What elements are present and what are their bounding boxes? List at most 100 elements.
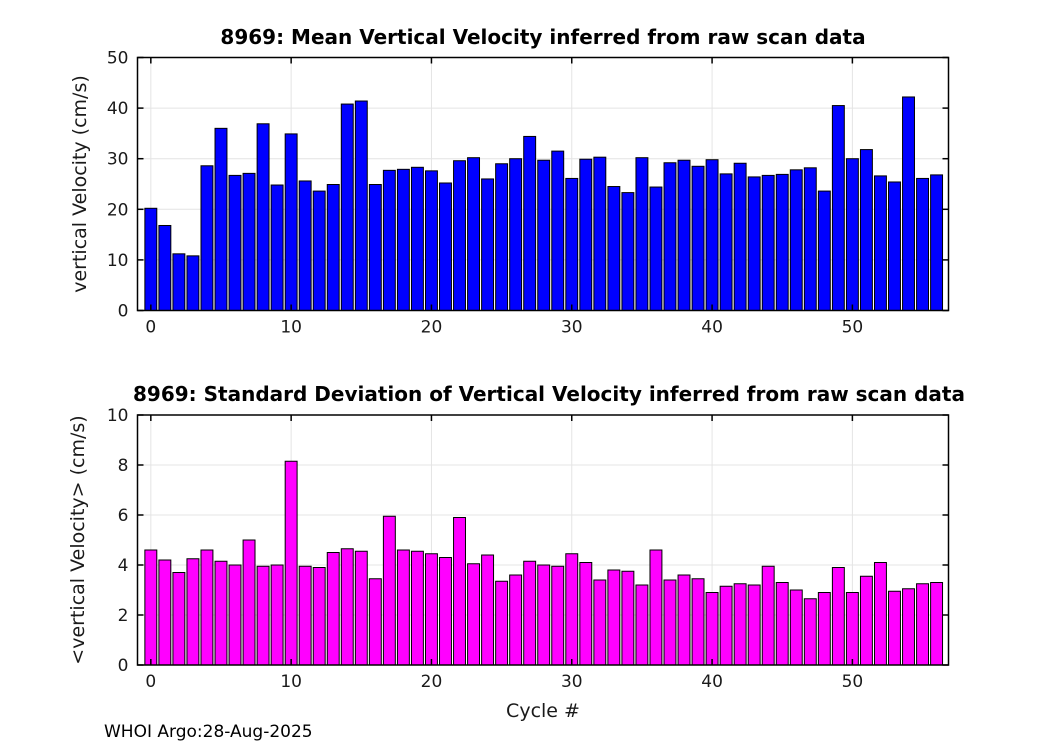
bar-cycle-18 — [396, 168, 410, 311]
y-tick-label: 0 — [118, 656, 129, 676]
x-tick-label: 50 — [842, 672, 864, 692]
bottom-chart-y-axis-label: <vertical Velocity> (cm/s) — [67, 415, 89, 665]
bar-cycle-4 — [200, 165, 214, 311]
bar-cycle-21 — [439, 557, 452, 666]
x-tick-label: 50 — [842, 318, 864, 338]
x-tick-label: 30 — [561, 318, 583, 338]
x-tick-label: 10 — [280, 672, 302, 692]
x-tick-label: 10 — [280, 318, 302, 338]
bar-cycle-10 — [284, 460, 298, 666]
bar-cycle-20 — [424, 553, 438, 666]
bar-cycle-41 — [719, 173, 733, 311]
bar-cycle-31 — [579, 562, 593, 666]
bar-cycle-32 — [593, 156, 607, 311]
bar-cycle-4 — [200, 549, 214, 666]
bar-cycle-38 — [677, 574, 691, 666]
bar-cycle-30 — [565, 553, 579, 666]
bar-cycle-7 — [242, 539, 256, 666]
bar-cycle-14 — [340, 548, 354, 666]
bar-cycle-11 — [298, 565, 312, 666]
bar-cycle-53 — [888, 590, 901, 666]
bar-cycle-21 — [439, 182, 452, 312]
bar-cycle-22 — [453, 160, 466, 311]
bar-cycle-28 — [537, 159, 551, 311]
bar-cycle-0 — [144, 207, 158, 311]
bar-cycle-8 — [256, 565, 270, 666]
bar-cycle-33 — [607, 569, 621, 666]
bar-cycle-16 — [368, 184, 382, 311]
bar-cycle-52 — [873, 562, 887, 666]
bar-cycle-13 — [326, 184, 340, 311]
bar-cycle-55 — [916, 177, 930, 311]
bar-cycle-28 — [537, 564, 551, 666]
bar-cycle-56 — [930, 174, 944, 311]
bar-cycle-34 — [621, 192, 635, 312]
bar-cycle-36 — [649, 186, 663, 311]
y-tick-label: 6 — [118, 506, 129, 526]
bar-cycle-51 — [859, 149, 873, 311]
bar-cycle-2 — [172, 572, 186, 666]
bar-cycle-10 — [284, 133, 298, 311]
bar-cycle-25 — [495, 580, 509, 666]
bar-cycle-42 — [733, 583, 747, 666]
bar-cycle-53 — [888, 181, 901, 311]
bar-cycle-27 — [523, 560, 537, 666]
chart-0: 0 10 20 30 40 50 0 10 20 30 40 50 — [107, 49, 950, 338]
bar-cycle-3 — [186, 255, 200, 312]
y-tick-label: 10 — [107, 251, 129, 271]
bar-cycle-23 — [467, 157, 481, 311]
bar-cycle-56 — [930, 582, 944, 666]
bar-cycle-23 — [467, 563, 481, 666]
bar-cycle-32 — [593, 579, 607, 666]
bar-cycle-17 — [382, 169, 396, 311]
x-tick-label: 40 — [701, 318, 723, 338]
axes-frame — [136, 414, 950, 666]
y-tick-label: 10 — [107, 406, 129, 426]
bar-cycle-46 — [789, 589, 803, 666]
bar-cycle-12 — [312, 567, 326, 666]
bar-cycle-50 — [845, 158, 859, 311]
bar-cycle-6 — [228, 564, 242, 666]
bar-cycle-9 — [270, 184, 284, 311]
y-tick-label: 40 — [107, 99, 129, 119]
bar-cycle-20 — [424, 170, 438, 311]
bar-cycle-36 — [649, 549, 663, 666]
bar-cycle-1 — [158, 559, 172, 666]
bar-cycle-3 — [186, 558, 200, 666]
bar-cycle-40 — [705, 592, 719, 666]
y-tick-label: 0 — [118, 302, 129, 322]
bar-cycle-27 — [523, 135, 537, 311]
bar-cycle-5 — [214, 560, 228, 666]
bar-cycle-30 — [565, 177, 579, 311]
bar-cycle-54 — [902, 588, 915, 666]
bottom-chart-title: 8969: Standard Deviation of Vertical Vel… — [133, 382, 965, 406]
bar-cycle-40 — [705, 159, 719, 311]
top-chart-y-axis-label: vertical Velocity (cm/s) — [69, 75, 91, 293]
bar-cycle-9 — [270, 564, 284, 666]
bar-cycle-34 — [621, 570, 635, 666]
top-chart-title: 8969: Mean Vertical Velocity inferred fr… — [220, 25, 866, 49]
x-axis-label: Cycle # — [506, 700, 580, 722]
bar-cycle-24 — [481, 554, 495, 666]
bar-cycle-35 — [635, 584, 649, 666]
axes-frame — [136, 56, 950, 312]
bar-cycle-46 — [789, 169, 803, 311]
x-tick-label: 0 — [145, 672, 156, 692]
bar-cycle-16 — [368, 578, 382, 666]
bar-cycle-42 — [733, 162, 747, 311]
bar-cycle-0 — [144, 549, 158, 666]
bar-cycle-18 — [396, 549, 410, 666]
bar-cycle-2 — [172, 253, 186, 312]
bar-cycle-13 — [326, 552, 340, 666]
bar-cycle-49 — [831, 567, 845, 666]
bar-cycle-37 — [663, 162, 677, 311]
bar-cycle-1 — [158, 224, 172, 312]
bar-cycle-19 — [410, 166, 424, 311]
x-tick-label: 20 — [421, 672, 443, 692]
bar-cycle-11 — [298, 180, 312, 311]
bar-cycle-45 — [775, 173, 789, 311]
bar-cycle-26 — [509, 158, 523, 311]
bar-cycle-48 — [817, 592, 831, 666]
